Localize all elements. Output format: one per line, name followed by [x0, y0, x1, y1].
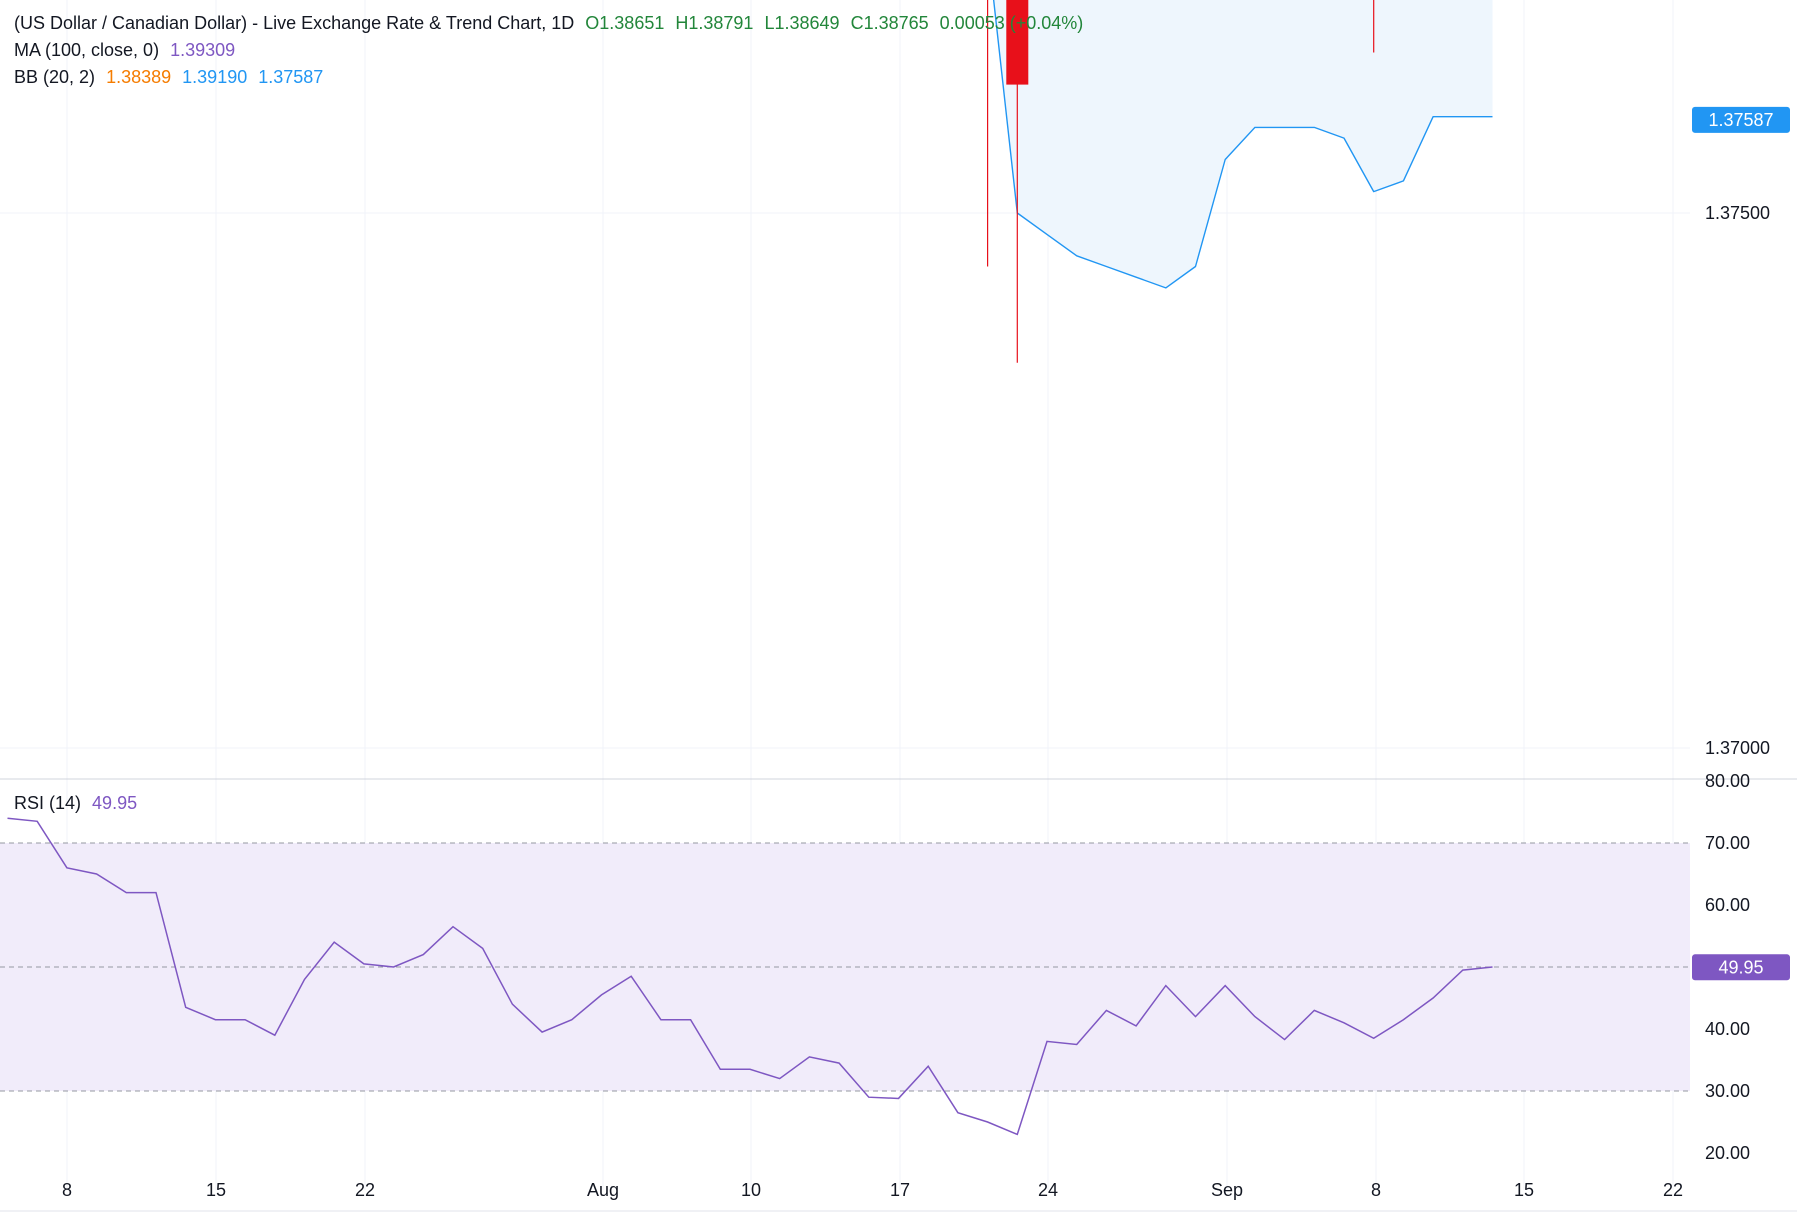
time-tick-label: 24 [1038, 1180, 1058, 1200]
time-tick-label: 15 [1514, 1180, 1534, 1200]
rsi-pane [0, 817, 1690, 1136]
ma-value: 1.39309 [170, 40, 236, 60]
rsi-legend[interactable]: RSI (14) 49.95 [14, 793, 143, 814]
bb-upper-value: 1.39190 [182, 67, 248, 87]
time-tick-label: 10 [741, 1180, 761, 1200]
time-tick-label: 8 [1371, 1180, 1381, 1200]
time-tick-label: 22 [355, 1180, 375, 1200]
rsi-line [7, 817, 1493, 1136]
bb-basis-value: 1.38389 [106, 67, 172, 87]
bb-lower-price-tag-bg [1692, 106, 1790, 133]
rsi-price-tag: 49.95 [1718, 957, 1763, 977]
ma-label: MA (100, close, 0) [14, 40, 160, 60]
time-tick-label: 17 [890, 1180, 910, 1200]
candle-body [1006, 0, 1029, 85]
bb-legend[interactable]: BB (20, 2) 1.38389 1.39190 1.37587 [14, 67, 329, 88]
bb-lower-value: 1.37587 [258, 67, 324, 87]
bb-lower-line [992, 0, 1493, 289]
candle [986, 0, 989, 267]
rsi-label: RSI (14) [14, 793, 82, 813]
bb-band-fill [993, 0, 1493, 288]
time-tick-label: 15 [206, 1180, 226, 1200]
symbol-title: (US Dollar / Canadian Dollar) - Live Exc… [14, 13, 575, 33]
ohlc-close: C1.38765 [850, 13, 929, 33]
time-tick-label: Aug [587, 1180, 619, 1200]
rsi-tick-label: 40.00 [1705, 1019, 1750, 1039]
ohlc-change: 0.00053 (+0.04%) [939, 13, 1084, 33]
rsi-tick-label: 70.00 [1705, 833, 1750, 853]
ohlc-open: O1.38651 [585, 13, 665, 33]
rsi-price-tag-bg [1692, 954, 1790, 981]
time-tick-label: Sep [1211, 1180, 1243, 1200]
ohlc-low: L1.38649 [764, 13, 840, 33]
time-tick-label: 22 [1663, 1180, 1683, 1200]
rsi-tick-label: 30.00 [1705, 1081, 1750, 1101]
price-tick-label: 1.37500 [1705, 203, 1770, 223]
ohlc-high: H1.38791 [675, 13, 754, 33]
bb-label: BB (20, 2) [14, 67, 96, 87]
candle [1006, 0, 1029, 363]
rsi-tick-label: 80.00 [1705, 771, 1750, 791]
rsi-value: 49.95 [92, 793, 138, 813]
rsi-tick-label: 20.00 [1705, 1143, 1750, 1163]
symbol-legend: (US Dollar / Canadian Dollar) - Live Exc… [14, 13, 1089, 34]
price-pane [986, 0, 1493, 363]
rsi-tick-label: 60.00 [1705, 895, 1750, 915]
price-tick-label: 1.37000 [1705, 738, 1770, 758]
ma-legend[interactable]: MA (100, close, 0) 1.39309 [14, 40, 241, 61]
bb-lower-price-tag: 1.37587 [1708, 110, 1773, 130]
time-tick-label: 8 [62, 1180, 72, 1200]
